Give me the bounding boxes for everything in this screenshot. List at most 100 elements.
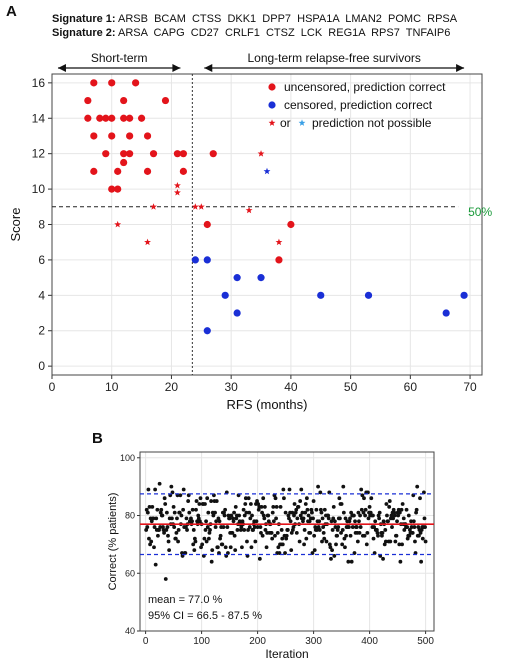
data-point: [108, 79, 116, 87]
iteration-point: [261, 496, 266, 501]
iteration-point: [331, 516, 336, 521]
iteration-point: [206, 536, 211, 541]
iteration-point: [145, 525, 150, 529]
iteration-point: [316, 484, 320, 489]
iteration-point: [249, 545, 254, 550]
data-point: [233, 309, 241, 317]
iteration-point: [400, 502, 405, 506]
iteration-point: [354, 525, 359, 529]
data-point: [179, 167, 187, 175]
iteration-point: [253, 539, 258, 544]
x-tick-label: 500: [417, 636, 434, 647]
iteration-point: [190, 507, 195, 512]
data-point: [84, 96, 92, 105]
iteration-point: [247, 510, 252, 515]
iteration-point: [412, 525, 417, 529]
data-point: [221, 291, 229, 299]
data-point: [108, 114, 116, 122]
iteration-point: [226, 513, 231, 518]
iteration-point: [205, 496, 210, 501]
iteration-point: [328, 545, 333, 550]
iteration-point: [175, 516, 179, 521]
iteration-point: [284, 533, 289, 538]
data-point: [203, 327, 211, 335]
data-point: [317, 291, 325, 299]
iteration-point: [256, 507, 261, 512]
iteration-point: [416, 525, 421, 529]
iteration-point: [248, 516, 253, 521]
iteration-point: [273, 533, 277, 538]
iteration-point: [152, 525, 157, 529]
x-tick-label: 30: [224, 380, 238, 394]
iteration-point: [278, 504, 283, 509]
iteration-point: [314, 507, 319, 512]
iteration-point: [237, 513, 242, 518]
iteration-point: [294, 530, 299, 535]
iteration-point: [162, 496, 167, 501]
iteration-point: [222, 510, 226, 515]
iteration-point: [339, 502, 344, 506]
iteration-point: [248, 502, 253, 506]
iteration-point: [374, 528, 379, 532]
iteration-point: [259, 530, 263, 535]
iteration-point: [377, 516, 382, 521]
y-tick-label: 0: [38, 359, 45, 373]
data-point: [102, 114, 110, 122]
iteration-point: [356, 510, 361, 515]
iteration-point: [360, 493, 365, 498]
y-tick-label: 2: [38, 324, 45, 338]
iteration-point: [315, 528, 319, 532]
iteration-point: [408, 528, 412, 532]
iteration-point: [153, 487, 158, 492]
iteration-point: [311, 499, 316, 503]
y-tick-label: 4: [38, 288, 45, 302]
iteration-point: [371, 513, 375, 518]
data-point: [364, 291, 373, 299]
iteration-point: [349, 559, 354, 564]
iteration-point: [341, 510, 346, 515]
iteration-point: [209, 499, 214, 503]
iteration-point: [198, 496, 203, 501]
data-point: [203, 220, 211, 229]
iteration-point: [349, 510, 354, 515]
iteration-point: [330, 528, 335, 532]
iteration-point: [247, 525, 252, 529]
iteration-point: [304, 536, 309, 541]
data-point: [191, 256, 199, 264]
iteration-point: [251, 528, 256, 532]
iteration-point: [383, 539, 388, 544]
iteration-point: [243, 496, 248, 501]
iteration-point: [164, 528, 169, 532]
iteration-point: [376, 513, 381, 518]
iteration-point: [318, 490, 323, 495]
iteration-point: [178, 493, 183, 498]
iteration-point: [283, 510, 288, 515]
iteration-point: [193, 539, 198, 544]
y-tick-label: 100: [120, 453, 135, 463]
data-point-star: [197, 203, 205, 210]
data-point: [102, 150, 110, 158]
iteration-point: [227, 516, 232, 521]
mean-text: mean = 77.0 %: [148, 594, 223, 606]
iteration-point: [405, 525, 410, 529]
legend-or-label: or: [280, 116, 291, 130]
panel-b-letter: B: [92, 430, 103, 447]
iteration-point: [295, 516, 300, 521]
iteration-point: [394, 533, 399, 538]
iteration-point: [318, 507, 323, 512]
signature-1-line: Signature 1: ARSB BCAM CTSS DKK1 DPP7 HS…: [52, 13, 457, 25]
legend-marker-star-red: [268, 119, 276, 126]
iteration-point: [292, 513, 296, 518]
iteration-point: [222, 513, 227, 518]
iteration-point: [276, 545, 281, 550]
iteration-point: [154, 516, 159, 521]
iteration-point: [255, 525, 260, 529]
iteration-point: [231, 519, 236, 524]
iteration-point: [396, 513, 401, 518]
iteration-point: [301, 519, 305, 524]
iteration-point: [173, 536, 178, 541]
data-point: [149, 150, 158, 158]
iteration-point: [419, 559, 424, 564]
iteration-point: [225, 525, 230, 529]
iteration-point: [369, 496, 374, 501]
